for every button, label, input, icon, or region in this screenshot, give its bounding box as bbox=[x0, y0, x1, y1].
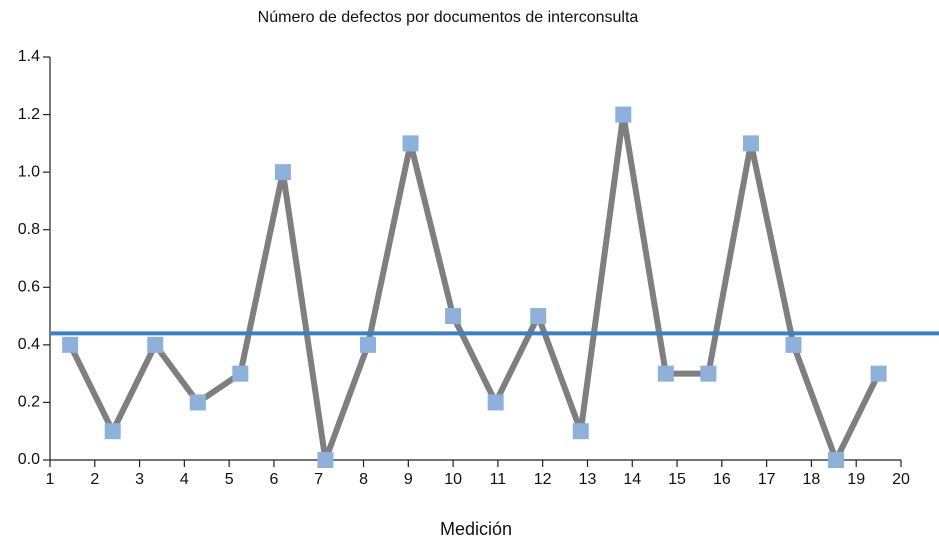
x-tick-label: 1 bbox=[46, 471, 55, 488]
x-tick-label: 5 bbox=[225, 471, 234, 488]
y-tick-label: 1.2 bbox=[18, 106, 40, 123]
marker bbox=[62, 336, 79, 353]
y-tick-label: 0.8 bbox=[18, 221, 40, 238]
marker bbox=[274, 164, 291, 181]
marker bbox=[530, 308, 547, 325]
marker bbox=[402, 135, 419, 152]
marker bbox=[785, 336, 802, 353]
marker bbox=[147, 336, 164, 353]
x-tick-label: 3 bbox=[135, 471, 144, 488]
y-tick-label: 0.0 bbox=[18, 451, 40, 468]
x-tick-label: 13 bbox=[579, 471, 597, 488]
marker bbox=[572, 423, 589, 440]
x-tick-label: 4 bbox=[180, 471, 189, 488]
y-tick-label: 1.4 bbox=[18, 48, 40, 65]
y-tick-label: 1.0 bbox=[18, 163, 40, 180]
x-axis-label: Medición bbox=[440, 519, 512, 539]
x-tick-label: 18 bbox=[803, 471, 821, 488]
marker bbox=[487, 394, 504, 411]
marker bbox=[317, 452, 334, 468]
x-tick-label: 6 bbox=[269, 471, 278, 488]
y-tick-label: 0.6 bbox=[18, 279, 40, 296]
marker bbox=[700, 365, 717, 382]
y-tick-label: 0.2 bbox=[18, 394, 40, 411]
marker bbox=[615, 106, 632, 123]
x-tick-label: 17 bbox=[758, 471, 776, 488]
x-tick-label: 10 bbox=[444, 471, 462, 488]
marker bbox=[870, 365, 887, 382]
x-tick-label: 7 bbox=[314, 471, 323, 488]
x-tick-label: 2 bbox=[90, 471, 99, 488]
x-tick-label: 12 bbox=[534, 471, 552, 488]
x-tick-label: 20 bbox=[892, 471, 910, 488]
marker bbox=[360, 336, 377, 353]
x-tick-label: 14 bbox=[623, 471, 641, 488]
x-tick-label: 9 bbox=[404, 471, 413, 488]
marker bbox=[742, 135, 759, 152]
marker bbox=[232, 365, 249, 382]
x-tick-label: 19 bbox=[847, 471, 865, 488]
marker bbox=[828, 452, 845, 468]
x-tick-label: 11 bbox=[490, 471, 507, 488]
marker bbox=[445, 308, 462, 325]
y-tick-label: 0.4 bbox=[18, 336, 40, 353]
marker bbox=[104, 423, 121, 440]
marker bbox=[189, 394, 206, 411]
x-tick-label: 16 bbox=[713, 471, 731, 488]
x-tick-label: 8 bbox=[359, 471, 368, 488]
chart-title: Número de defectos por documentos de int… bbox=[258, 9, 639, 26]
x-tick-label: 15 bbox=[668, 471, 686, 488]
marker bbox=[657, 365, 674, 382]
